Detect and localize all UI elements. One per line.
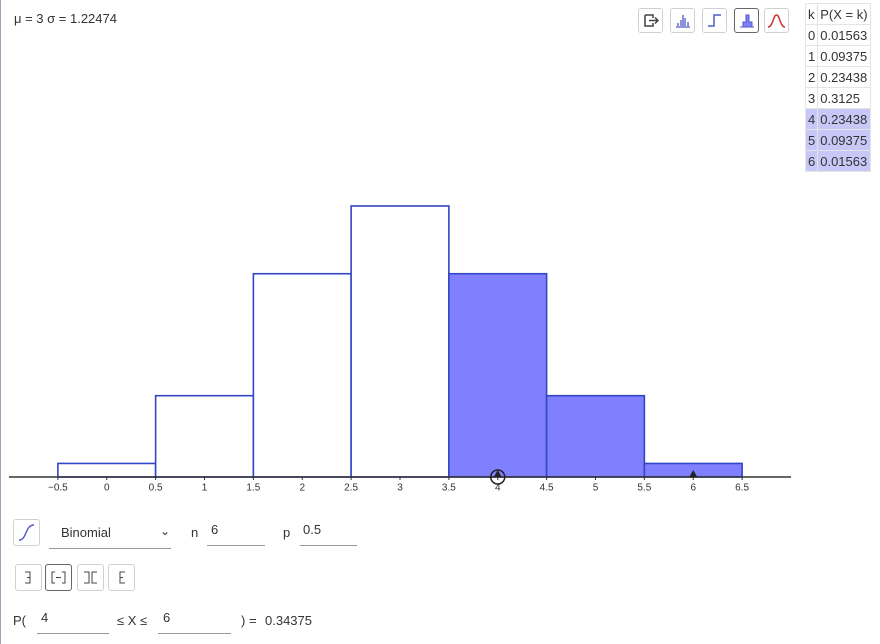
high-marker	[689, 470, 698, 477]
x-tick-label: 3.5	[442, 483, 456, 494]
distribution-select[interactable]: Binomial	[61, 525, 111, 540]
bar	[252, 272, 352, 478]
interval-relation: ≤ X ≤	[117, 613, 148, 628]
high-input[interactable]: 6	[163, 610, 171, 625]
bar-graph-button[interactable]	[670, 8, 695, 33]
table-row: 0 0.01563	[804, 24, 871, 46]
table-cell: 1	[804, 45, 819, 67]
table-cell: 0.23438	[817, 66, 871, 88]
table-cell: k	[804, 3, 819, 25]
table-cell: P(X = k)	[817, 3, 871, 25]
table-cell: 6	[804, 150, 819, 172]
x-tick-label: 5.5	[637, 483, 651, 494]
two-tailed-button[interactable]	[77, 564, 104, 591]
table-cell: 2	[804, 66, 819, 88]
x-tick-label: 6.5	[735, 483, 749, 494]
interval-result: 0.34375	[265, 613, 312, 628]
bar	[57, 462, 157, 478]
n-label: n	[191, 525, 199, 540]
stats: μ = 3 σ = 1.22474	[14, 11, 117, 26]
table-row: 4 0.23438	[804, 108, 871, 130]
interval-equals: ) =	[241, 613, 257, 628]
right-sided-button[interactable]	[108, 564, 135, 591]
table-cell: 0.01563	[817, 24, 871, 46]
underline	[207, 545, 265, 546]
probability-table: k P(X = k) 0 0.01563 1 0.09375 2 0.23438 3 0.3125…	[804, 3, 871, 172]
interval-button[interactable]	[45, 564, 72, 591]
n-input[interactable]: 6	[211, 522, 219, 537]
table-cell: 0.3125	[817, 87, 871, 109]
x-tick-label: 4	[495, 483, 501, 494]
x-tick-label: 5	[593, 483, 599, 494]
low-marker	[493, 470, 502, 477]
p-label: p	[283, 525, 291, 540]
underline	[37, 633, 109, 634]
low-input[interactable]: 4	[41, 610, 49, 625]
x-tick-label: −0.5	[48, 483, 68, 494]
table-row: 2 0.23438	[804, 66, 871, 88]
bar	[154, 394, 255, 478]
table-cell: 0.09375	[817, 45, 871, 67]
underline	[49, 548, 171, 549]
interval-prefix: P(	[13, 613, 26, 628]
table-cell: 0.01563	[817, 150, 871, 172]
normal-overlay-button[interactable]	[764, 8, 789, 33]
table-cell: 4	[804, 108, 819, 130]
underline	[158, 633, 231, 634]
histogram-chart: −0.5 0 0.5 1 1.5 2 2.5 3 3.5 4 4.5 5 5.5 6 6.5	[9, 205, 791, 494]
table-row: 5 0.09375	[804, 129, 871, 151]
x-tick-label: 1	[202, 483, 208, 494]
table-cell: 3	[804, 87, 819, 109]
x-tick-label: 3	[397, 483, 403, 494]
export-button[interactable]	[638, 8, 663, 33]
bar	[545, 394, 646, 478]
x-tick-label: 0	[104, 483, 110, 494]
x-tick-label: 2	[299, 483, 305, 494]
bar	[448, 272, 548, 478]
table-row: 6 0.01563	[804, 150, 871, 172]
histogram-button[interactable]	[734, 8, 759, 33]
x-tick-label: 0.5	[149, 483, 163, 494]
table-row: 1 0.09375	[804, 45, 871, 67]
x-tick-label: 1.5	[246, 483, 260, 494]
dropdown-arrow[interactable]: ⌄	[160, 524, 171, 538]
x-tick-label: 2.5	[344, 483, 358, 494]
table-cell: 0	[804, 24, 819, 46]
left-sided-button[interactable]	[15, 564, 42, 591]
x-tick-label: 4.5	[540, 483, 554, 494]
table-row: k P(X = k)	[804, 3, 871, 25]
cumulative-button[interactable]	[702, 8, 727, 33]
table-cell: 0.23438	[817, 108, 871, 130]
bar	[350, 205, 450, 478]
cdf-button[interactable]	[13, 519, 40, 546]
p-input[interactable]: 0.5	[303, 522, 322, 537]
table-cell: 5	[804, 129, 819, 151]
x-tick-label: 6	[690, 483, 696, 494]
table-row: 3 0.3125	[804, 87, 871, 109]
table-cell: 0.09375	[817, 129, 871, 151]
underline	[300, 545, 357, 546]
